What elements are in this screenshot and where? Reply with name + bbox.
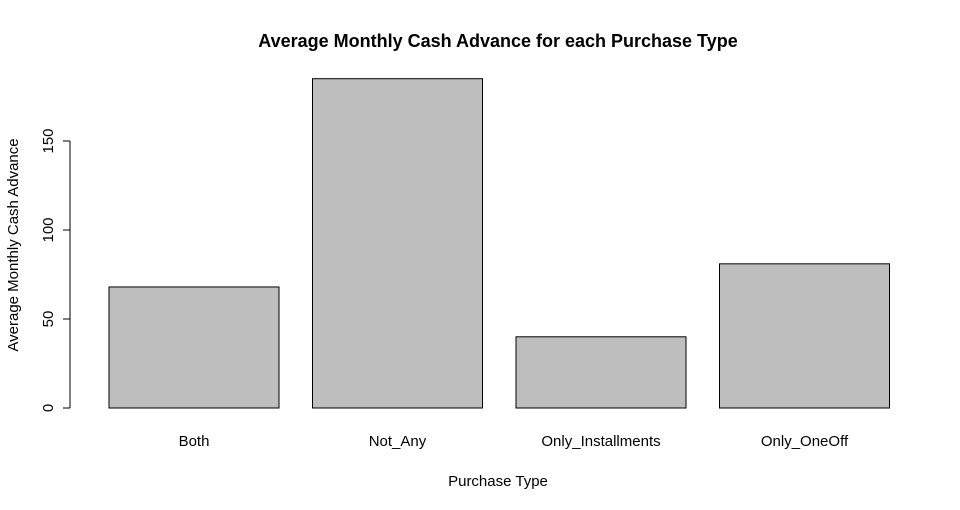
x-tick-label: Only_Installments — [541, 433, 660, 450]
x-axis-label: Purchase Type — [448, 473, 548, 490]
chart-title: Average Monthly Cash Advance for each Pu… — [258, 31, 738, 51]
bars-group — [108, 78, 890, 409]
x-tick-label: Only_OneOff — [761, 433, 849, 450]
bar-only-oneoff — [719, 263, 890, 409]
x-tick-labels: Both Not_Any Only_Installments Only_OneOff — [179, 433, 849, 450]
y-tick-label: 0 — [40, 404, 57, 412]
y-tick-label: 150 — [40, 128, 57, 153]
y-tick-label: 100 — [40, 217, 57, 242]
y-axis-label: Average Monthly Cash Advance — [5, 138, 22, 351]
bar-only-installments — [515, 336, 687, 409]
bar-both — [108, 286, 280, 409]
x-tick-label: Not_Any — [369, 433, 427, 450]
y-axis: 0 50 100 150 — [40, 128, 71, 412]
bar-not-any — [312, 78, 483, 409]
y-tick-label: 50 — [40, 311, 57, 328]
x-tick-label: Both — [179, 433, 210, 450]
